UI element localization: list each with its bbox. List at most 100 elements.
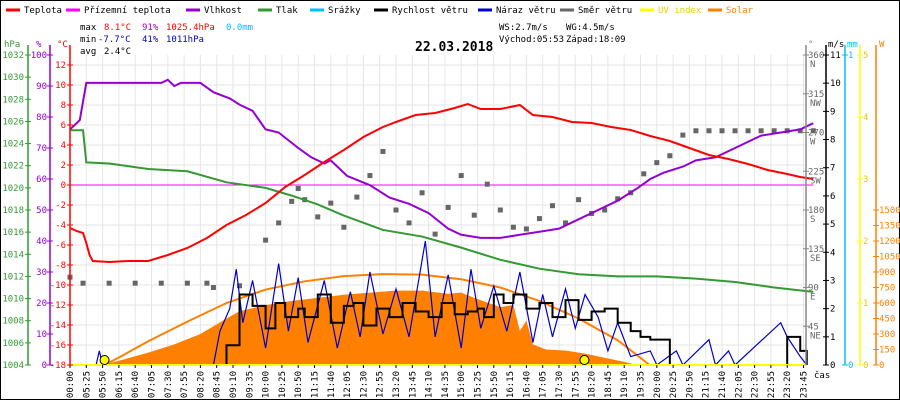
legend-label: Srážky [328,6,361,16]
stat-max-rain: 0.0mm [226,23,253,33]
solar-unit-label: W [879,40,885,50]
direction-tick-value: 360 [808,51,824,61]
x-tick: 11:40 [327,365,337,398]
stat-max-press: 1025.4hPa [166,23,215,33]
hpa-axis-tick-label: 1026 [2,117,24,127]
stats-block: max 8.1°C 91% 1025.4hPa 0.0mm min -7.7°C… [80,23,626,57]
wind-direction-point [132,280,138,286]
x-tick: 23:20 [783,365,793,398]
x-tick: 12:05 [343,365,353,398]
x-tick: 05:25 [82,365,92,398]
x-tick: 15:50 [490,365,500,398]
temperature-unit-label: °C [57,40,68,50]
temperature-axis-tick-label: -6 [55,241,66,251]
legend-label: Solar [726,6,754,16]
wind-direction-point [602,207,608,213]
legend-label: Teplota [24,6,62,16]
uv-tick-label: 1 [863,299,868,309]
solar-tick-label: 150 [879,346,895,356]
temperature-axis-tick-label: 12 [55,61,66,71]
wind-direction-point [184,280,190,286]
wind-direction-point [810,128,816,134]
legend-item: Vlhkost [186,6,242,16]
x-tick-label: 19:10 [620,371,630,398]
solar-tick-label: 1500 [879,206,900,216]
axes-layer: 00:00 05:25 05:50 06:15 06:40 07:05 07:30 07:55… [2,40,900,398]
x-tick: 06:40 [131,365,141,398]
stat-min-press: 1011hPa [166,35,204,45]
wind-unit-label: m/s [828,40,844,50]
hpa-axis-tick-label: 1032 [2,51,24,61]
x-axis-label: čas [814,370,830,381]
solar-area [70,290,814,365]
temperature-line [69,102,814,264]
wind-direction-point [80,280,86,286]
direction-tick-value: 180 [808,206,824,216]
legend-item: Solar [708,6,754,16]
direction-tick-cardinal: S [810,215,815,225]
wind-direction-point [771,128,777,134]
temperature-axis-tick-label: -14 [50,321,66,331]
x-tick: 10:00 [262,365,272,398]
wind-tick-label: 10 [830,79,841,89]
x-tick-label: 17:05 [539,371,549,398]
x-tick-label: 22:30 [751,371,761,398]
temperature-axis-tick-label: -8 [55,261,66,271]
wind-direction-point [106,280,112,286]
wind-direction-point [406,220,412,226]
x-tick: 09:10 [229,365,239,398]
x-tick: 20:25 [669,365,679,398]
hpa-axis-tick-label: 1022 [2,162,24,172]
legend-item: Teplota [6,6,62,16]
x-tick-label: 22:55 [767,371,777,398]
direction-tick-cardinal: NW [810,99,821,109]
x-tick: 19:35 [637,365,647,398]
hpa-axis-tick-label: 1018 [2,206,24,216]
solar-tick-label: 1350 [879,222,900,232]
wind-tick-label: 7 [830,164,835,174]
wind-direction-point [719,128,725,134]
solar-tick-label: 450 [879,315,895,325]
x-tick-label: 13:20 [392,371,402,398]
x-tick: 14:10 [425,365,435,398]
x-tick: 20:00 [653,365,663,398]
rain-axis: mm1 0 [842,40,858,371]
x-tick: 17:55 [571,365,581,398]
wind-direction-point [797,128,803,134]
stat-sunrise: Východ:05:53 [499,35,564,45]
solar-tick-label: 1200 [879,237,900,247]
legend-item: Náraz větru [478,6,556,16]
x-tick-label: 14:35 [441,371,451,398]
wind-tick-label: 11 [830,51,841,61]
x-tick: 18:45 [604,365,614,398]
x-tick: 09:35 [245,365,255,398]
humidity-axis-tick-label: 60 [36,175,47,185]
wind-gust-line [70,240,808,367]
x-tick: 19:10 [620,365,630,398]
wind-tick-label: 2 [830,305,835,315]
direction-tick-cardinal: SE [810,254,821,264]
hpa-axis-tick-label: 1030 [2,73,24,83]
rain-tick-label: 1 [848,51,853,61]
sunrise-marker [99,355,110,365]
hpa-axis: 1032 1030 1028 1026 1024 1022 1020 1018 1016 1014… [2,45,31,371]
stat-sunset: Západ:18:09 [566,35,626,45]
wind-direction-point [315,214,321,220]
x-tick-label: 15:00 [457,371,467,398]
legend-label: Směr větru [578,6,632,16]
wind-direction-point [367,173,373,179]
x-tick-label: 10:00 [262,371,272,398]
hpa-axis-tick-label: 1008 [2,317,24,327]
x-tick: 13:20 [392,365,402,398]
wind-direction-point [523,226,529,232]
hpa-axis-tick-label: 1028 [2,95,24,105]
wind-tick-label: 3 [830,276,835,286]
grid [70,55,806,366]
hpa-axis-tick-label: 1006 [2,339,24,349]
temperature-axis-tick-label: -16 [50,341,66,351]
wind-direction-point [458,173,464,179]
x-tick: 18:20 [588,365,598,398]
wind-direction-point [745,128,751,134]
wind-direction-point [263,237,269,243]
x-tick-label: 11:15 [311,371,321,398]
